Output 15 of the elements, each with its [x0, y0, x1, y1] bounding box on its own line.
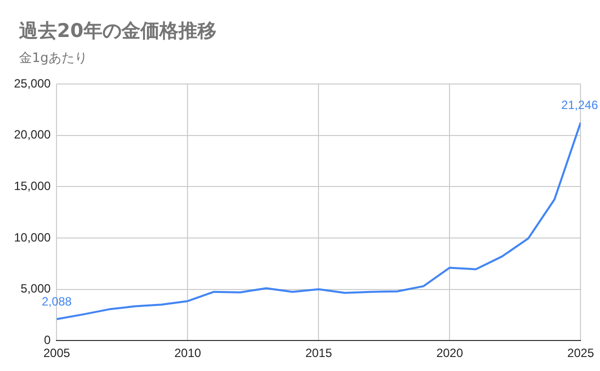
data-label: 21,246 [561, 98, 598, 112]
y-tick-label: 10,000 [14, 230, 52, 244]
x-tick-label: 2010 [174, 346, 202, 360]
x-tick-label: 2015 [305, 346, 332, 360]
y-tick-label: 25,000 [14, 76, 52, 90]
x-tick-label: 2025 [567, 346, 594, 360]
chart-subtitle: 金1gあたり [19, 50, 88, 67]
y-tick-label: 0 [44, 332, 52, 347]
y-tick-label: 15,000 [14, 178, 52, 193]
data-label: 2,088 [42, 294, 72, 308]
y-tick-label: 20,000 [14, 128, 52, 142]
chart-title: 過去20年の金価格推移 [19, 19, 216, 44]
y-tick-label: 5,000 [20, 282, 52, 296]
x-tick-label: 2020 [436, 346, 464, 360]
x-tick-label: 2005 [43, 346, 70, 360]
